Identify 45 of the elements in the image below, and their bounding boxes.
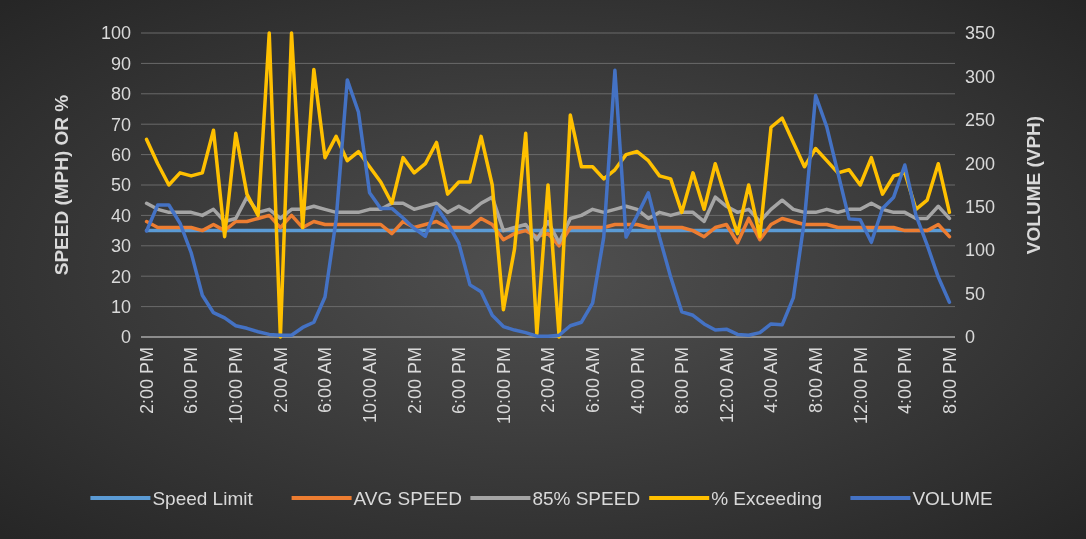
y2-tick-label: 50 bbox=[965, 283, 986, 304]
x-tick-label: 4:00 AM bbox=[761, 347, 782, 414]
y2-tick-label: 350 bbox=[965, 23, 996, 44]
x-tick-label: 12:00 AM bbox=[716, 347, 737, 424]
x-tick-label: 12:00 PM bbox=[850, 347, 871, 425]
y-tick-label: 40 bbox=[110, 205, 131, 226]
y-tick-label: 70 bbox=[110, 114, 131, 135]
y-tick-label: 100 bbox=[100, 23, 131, 44]
x-tick-label: 8:00 PM bbox=[939, 347, 960, 415]
y-tick-label: 60 bbox=[110, 144, 131, 165]
x-tick-label: 8:00 AM bbox=[805, 347, 826, 414]
y2-tick-label: 200 bbox=[965, 153, 996, 174]
y-tick-label: 30 bbox=[110, 236, 131, 257]
x-tick-label: 2:00 PM bbox=[404, 347, 425, 415]
y-tick-label: 0 bbox=[120, 327, 131, 348]
x-tick-label: 10:00 PM bbox=[226, 347, 247, 425]
y2-tick-label: 100 bbox=[965, 240, 996, 261]
x-tick-label: 10:00 AM bbox=[359, 347, 380, 424]
legend-label: AVG SPEED bbox=[353, 488, 463, 509]
legend-label: % Exceeding bbox=[711, 488, 823, 509]
legend-label: 85% SPEED bbox=[532, 488, 641, 509]
y2-tick-label: 150 bbox=[965, 197, 996, 218]
x-tick-label: 4:00 PM bbox=[895, 347, 916, 415]
y2-axis-title: VOLUME (VPH) bbox=[1023, 115, 1044, 255]
x-tick-label: 2:00 AM bbox=[270, 347, 291, 414]
y2-tick-label: 0 bbox=[965, 327, 976, 348]
x-tick-label: 6:00 AM bbox=[315, 347, 336, 414]
x-tick-label: 2:00 PM bbox=[136, 347, 157, 415]
x-tick-label: 6:00 AM bbox=[582, 347, 603, 414]
x-tick-label: 2:00 AM bbox=[538, 347, 559, 414]
y2-tick-label: 300 bbox=[965, 66, 996, 87]
x-tick-label: 6:00 PM bbox=[181, 347, 202, 415]
y2-tick-label: 250 bbox=[965, 110, 996, 131]
legend-label: VOLUME bbox=[912, 488, 993, 509]
x-tick-label: 10:00 PM bbox=[493, 347, 514, 425]
x-tick-label: 8:00 PM bbox=[672, 347, 693, 415]
y-tick-label: 90 bbox=[110, 53, 131, 74]
y-tick-label: 50 bbox=[110, 175, 131, 196]
y-tick-label: 80 bbox=[110, 84, 131, 105]
legend-label: Speed Limit bbox=[152, 488, 254, 509]
y-axis-title: SPEED (MPH) OR % bbox=[51, 94, 72, 276]
x-tick-label: 4:00 PM bbox=[627, 347, 648, 415]
y-tick-label: 10 bbox=[110, 296, 131, 317]
y-tick-label: 20 bbox=[110, 266, 131, 287]
x-tick-label: 6:00 PM bbox=[449, 347, 470, 415]
